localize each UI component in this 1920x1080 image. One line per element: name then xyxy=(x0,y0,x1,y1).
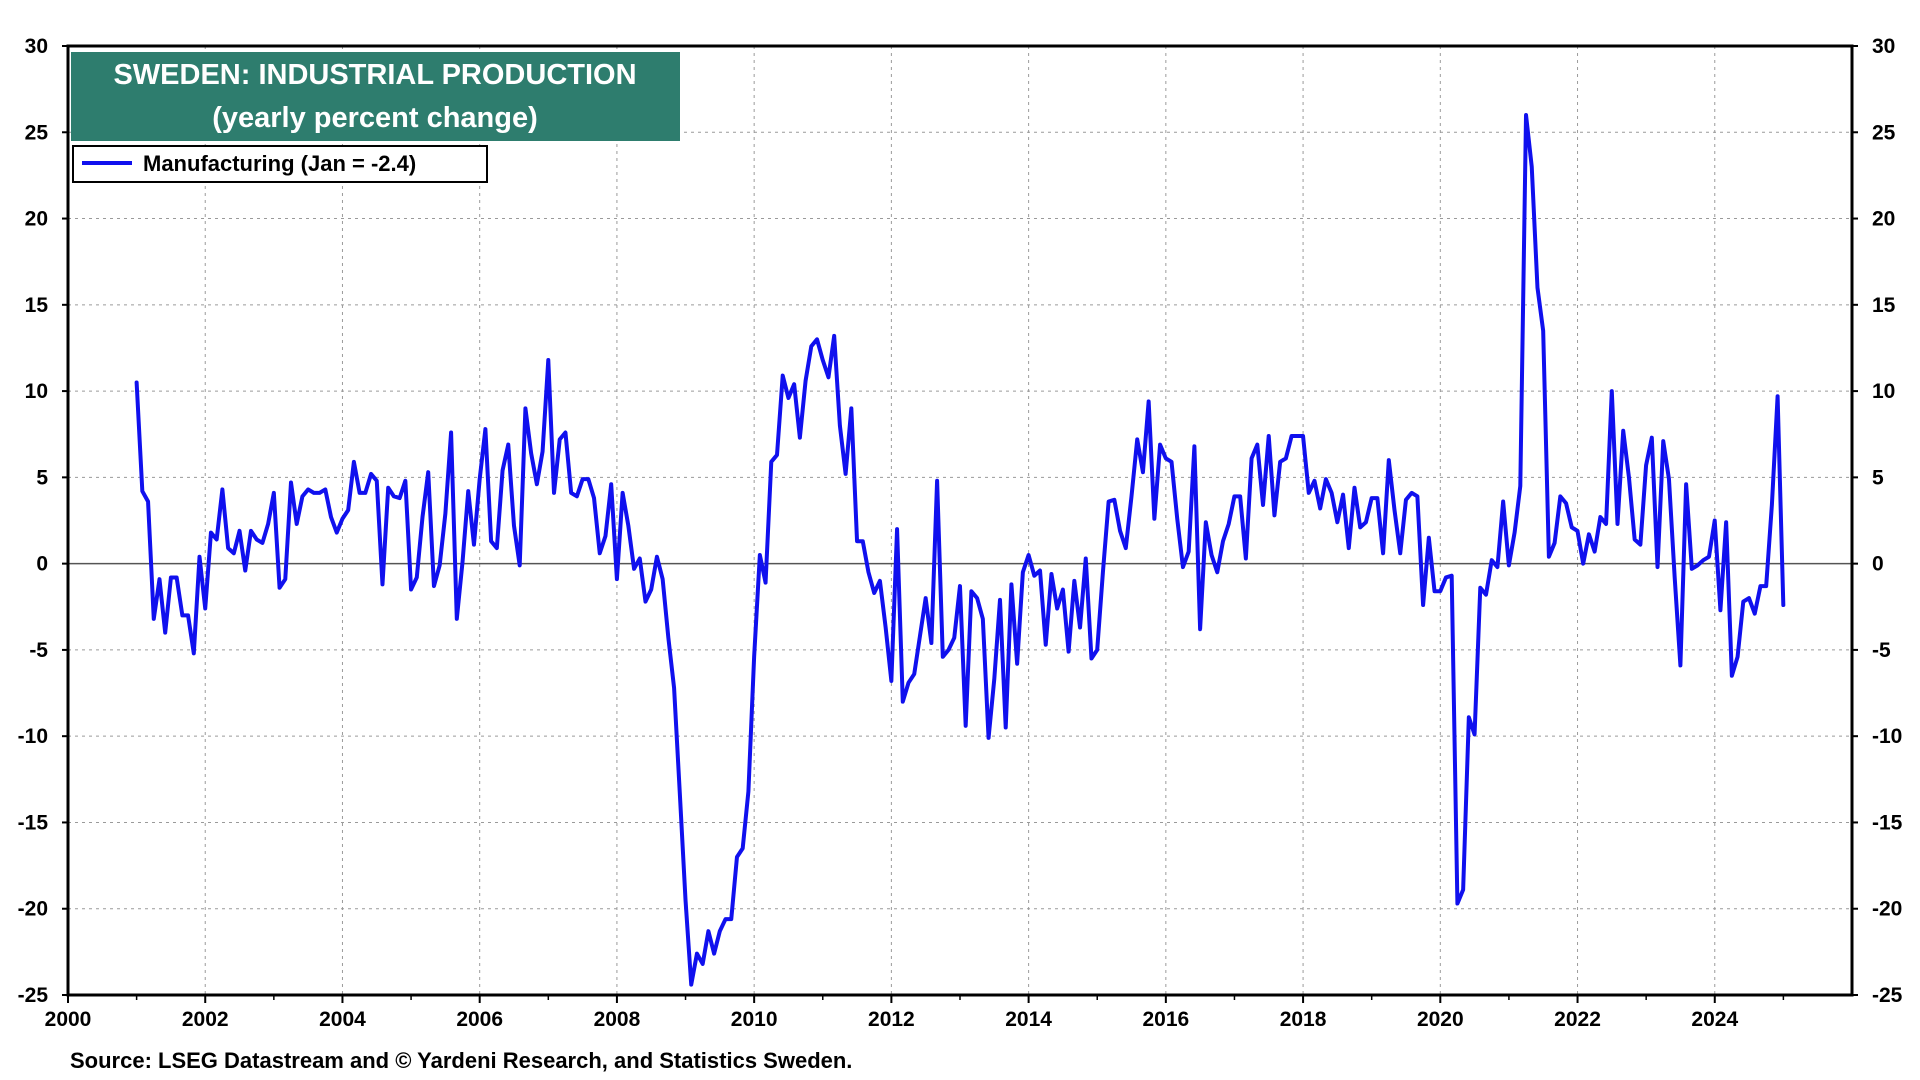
y-tick-label-right: -10 xyxy=(1872,725,1902,748)
x-tick-label: 2022 xyxy=(1554,1008,1601,1031)
y-tick-label-right: -25 xyxy=(1872,984,1903,1007)
series-layer xyxy=(134,113,1786,987)
grid-layer xyxy=(68,46,1852,995)
x-tick-label: 2012 xyxy=(868,1008,915,1031)
y-tick-label-right: 5 xyxy=(1872,466,1884,489)
legend-box xyxy=(72,145,488,183)
y-tick-label-left: 0 xyxy=(36,553,48,576)
y-tick-label-right: -20 xyxy=(1872,898,1902,921)
plot-frame xyxy=(66,44,1854,997)
x-tick-label: 2016 xyxy=(1142,1008,1189,1031)
x-tick-label: 2008 xyxy=(594,1008,641,1031)
y-tick-label-left: 10 xyxy=(25,380,48,403)
x-tick-label: 2002 xyxy=(182,1008,229,1031)
chart-subtitle: (yearly percent change) xyxy=(212,102,538,134)
y-tick-label-left: 20 xyxy=(25,208,48,231)
y-tick-label-right: 30 xyxy=(1872,35,1895,58)
y-tick-label-left: -25 xyxy=(18,984,49,1007)
chart-title: SWEDEN: INDUSTRIAL PRODUCTION xyxy=(113,59,636,91)
y-tick-label-left: -15 xyxy=(18,811,49,834)
y-tick-label-left: -5 xyxy=(29,639,48,662)
y-tick-label-left: -10 xyxy=(18,725,48,748)
y-tick-label-left: 30 xyxy=(25,35,48,58)
x-tick-label: 2010 xyxy=(731,1008,778,1031)
x-tick-label: 2006 xyxy=(456,1008,503,1031)
y-tick-label-left: 15 xyxy=(25,294,49,317)
x-tick-label: 2000 xyxy=(45,1008,92,1031)
legend: Manufacturing (Jan = -2.4) xyxy=(72,145,488,183)
y-tick-label-right: 15 xyxy=(1872,294,1896,317)
y-tick-label-left: -20 xyxy=(18,898,48,921)
x-tick-label: 2004 xyxy=(319,1008,366,1031)
y-tick-label-right: -5 xyxy=(1872,639,1891,662)
series-line-manufacturing xyxy=(134,113,1786,987)
y-tick-label-right: 20 xyxy=(1872,208,1895,231)
y-tick-label-right: -15 xyxy=(1872,811,1903,834)
y-tick-label-right: 10 xyxy=(1872,380,1895,403)
title-background xyxy=(71,52,680,141)
title-box: SWEDEN: INDUSTRIAL PRODUCTION (yearly pe… xyxy=(71,52,680,141)
legend-label: Manufacturing (Jan = -2.4) xyxy=(143,151,416,176)
y-tick-label-left: 25 xyxy=(25,121,49,144)
y-tick-label-left: 5 xyxy=(36,466,48,489)
x-tick-label: 2014 xyxy=(1005,1008,1052,1031)
x-tick-label: 2024 xyxy=(1691,1008,1738,1031)
source-note: Source: LSEG Datastream and © Yardeni Re… xyxy=(70,1048,852,1073)
y-tick-label-right: 0 xyxy=(1872,553,1884,576)
x-tick-label: 2018 xyxy=(1280,1008,1327,1031)
y-tick-label-right: 25 xyxy=(1872,121,1896,144)
x-tick-label: 2020 xyxy=(1417,1008,1464,1031)
